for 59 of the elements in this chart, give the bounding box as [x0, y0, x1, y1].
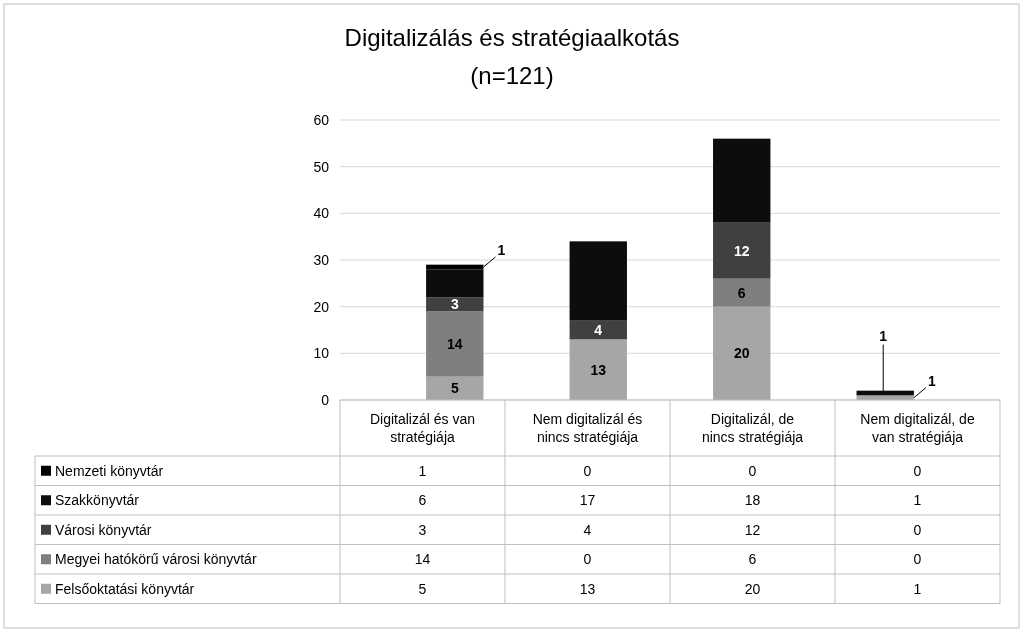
data-label: 18 — [744, 492, 761, 509]
x-tick-label: Digitalizál és van stratégiája — [369, 411, 476, 445]
chart-subtitle: (n=121) — [470, 62, 554, 89]
bar — [569, 320, 627, 340]
text: 4 — [594, 322, 603, 338]
data-label: 6 — [418, 492, 427, 509]
legend-label: Felsőoktatási könyvtár — [55, 580, 195, 597]
bar — [713, 222, 771, 279]
legend-label: Szakkönyvtár — [55, 492, 140, 509]
data-label: 0 — [913, 551, 922, 568]
bar — [426, 311, 484, 377]
bar — [569, 339, 627, 400]
data-label: 14 — [414, 551, 431, 568]
text: 1 — [928, 372, 936, 389]
text: 14 — [446, 336, 463, 352]
y-tick-label: 30 — [313, 251, 330, 268]
legend-label: Nemzeti könyvtár — [55, 462, 164, 479]
y-tick-label: 60 — [313, 111, 330, 128]
text: 3 — [450, 296, 459, 313]
data-label: 5 — [418, 580, 427, 597]
text: 1 — [879, 327, 888, 344]
data-label: 0 — [583, 551, 592, 568]
bar — [713, 306, 771, 400]
x-tick-label: Nem digitalizál, de van stratégiája — [860, 411, 975, 445]
x-tick-label: Digitalizál, de nincs stratégiája — [701, 411, 804, 445]
chart-title: Digitalizálás és stratégiaalkotás — [344, 24, 680, 51]
data-label: 0 — [913, 462, 922, 479]
data-label: 3 — [418, 521, 427, 538]
y-tick-label: 10 — [313, 345, 330, 362]
text: 12 — [733, 242, 750, 259]
data-label: 0 — [583, 462, 592, 479]
data-label: 4 — [583, 521, 592, 538]
bar — [569, 241, 627, 321]
data-label: 12 — [744, 521, 761, 538]
legend-label: Városi könyvtár — [55, 521, 152, 538]
data-label: 1 — [913, 580, 922, 597]
y-tick-label: 0 — [321, 391, 330, 408]
data-label: 0 — [748, 462, 757, 479]
data-label: 13 — [579, 580, 596, 597]
y-tick-label: 40 — [313, 205, 330, 222]
y-tick-label: 20 — [313, 298, 330, 315]
data-label: 17 — [579, 492, 596, 509]
data-label: 1 — [418, 462, 427, 479]
text: 6 — [737, 284, 746, 301]
data-label: 0 — [913, 521, 922, 538]
bar — [426, 297, 484, 312]
legend-label: Megyei hatókörű városi könyvtár — [55, 551, 257, 568]
text: 1 — [497, 242, 506, 258]
text: 13 — [590, 361, 607, 378]
bar — [426, 269, 484, 298]
x-tick-label: Nem digitalizál és nincs stratégiája — [532, 411, 643, 445]
text: 5 — [450, 380, 459, 397]
bar — [713, 278, 771, 307]
data-label: 20 — [744, 580, 761, 597]
y-tick-label: 50 — [313, 158, 330, 175]
text: 20 — [733, 345, 750, 362]
bar — [713, 138, 771, 223]
data-label: 6 — [748, 551, 757, 568]
data-label: 1 — [913, 492, 922, 509]
